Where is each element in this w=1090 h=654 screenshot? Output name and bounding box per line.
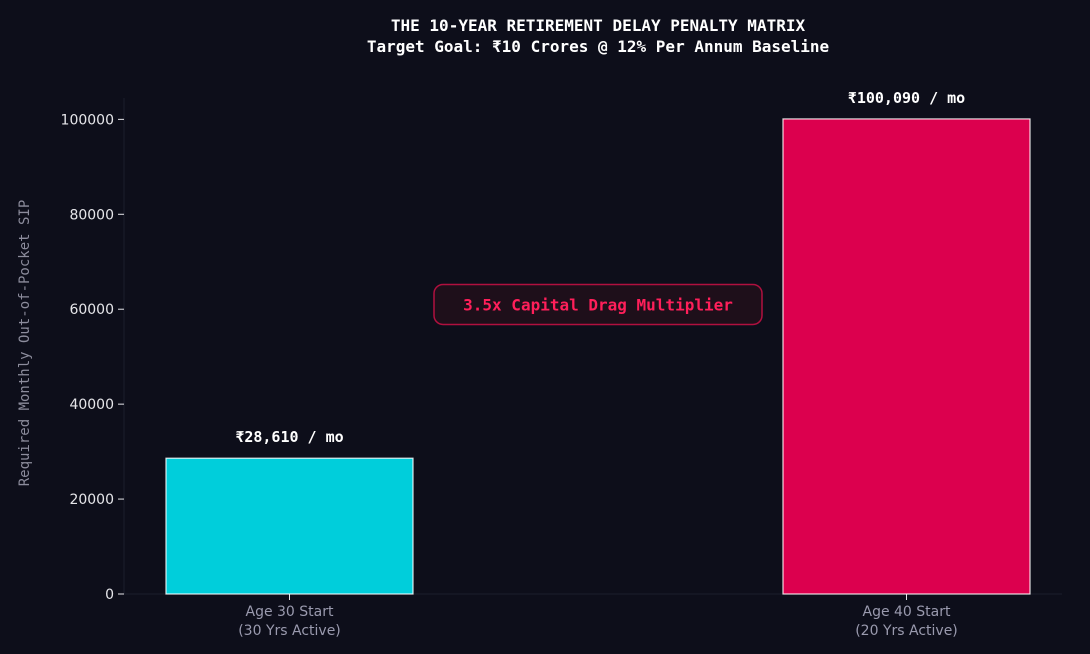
chart-title: THE 10-YEAR RETIREMENT DELAY PENALTY MAT… — [391, 16, 806, 35]
y-tick-label: 0 — [105, 587, 114, 603]
x-tick-sublabel: (20 Yrs Active) — [855, 623, 958, 639]
bar-value-label: ₹100,090 / mo — [848, 89, 965, 107]
x-tick-sublabel: (30 Yrs Active) — [238, 623, 341, 639]
axes: 0 20000 40000 60000 80000 100000 Age 30 Start (… — [61, 98, 1062, 639]
y-tick-label: 20000 — [69, 492, 114, 508]
labels-group: ₹28,610 / mo ₹100,090 / mo — [235, 89, 965, 446]
bar-1 — [165, 457, 414, 595]
x-tick-label: Age 30 Start — [246, 604, 335, 620]
x-tick-label: Age 40 Start — [863, 604, 952, 620]
y-tick-label: 80000 — [69, 207, 114, 223]
chart-subtitle: Target Goal: ₹10 Crores @ 12% Per Annum … — [367, 37, 829, 56]
bar-2 — [782, 118, 1031, 595]
annotation-text: 3.5x Capital Drag Multiplier — [463, 295, 733, 314]
bar-value-label: ₹28,610 / mo — [235, 428, 343, 446]
annotation-box — [433, 283, 763, 326]
y-tick-label: 60000 — [69, 302, 114, 318]
y-tick-label: 40000 — [69, 397, 114, 413]
bars-group — [165, 118, 1031, 595]
y-tick-label: 100000 — [61, 112, 114, 128]
annotation: 3.5x Capital Drag Multiplier — [433, 283, 763, 326]
y-axis-label: Required Monthly Out-of-Pocket SIP — [17, 200, 33, 487]
